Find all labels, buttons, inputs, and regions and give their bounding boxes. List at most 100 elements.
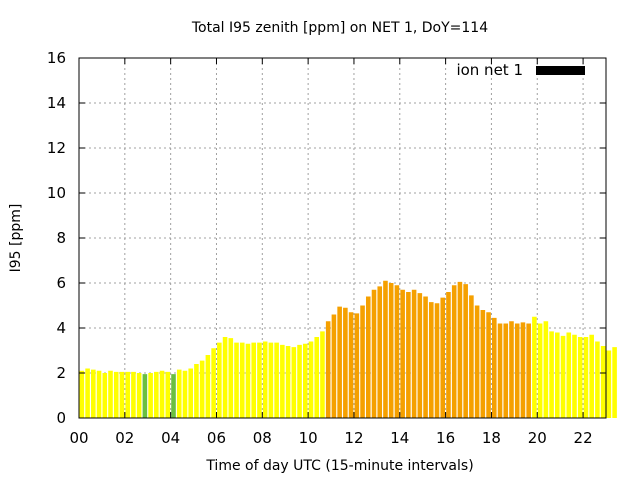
bar <box>577 337 583 418</box>
bar <box>377 286 383 418</box>
grid-lines <box>79 58 606 418</box>
bar <box>165 371 171 418</box>
bar <box>532 316 537 418</box>
bar <box>280 344 285 418</box>
bar <box>583 337 589 418</box>
x-tick-label: 22 <box>574 429 593 447</box>
bar <box>383 280 388 418</box>
x-tick-label: 04 <box>161 429 180 447</box>
y-tick-label: 6 <box>56 274 66 292</box>
bar <box>325 321 331 418</box>
bar <box>228 338 234 418</box>
bar <box>417 293 423 418</box>
y-axis-ticks: 0 2 4 6 8 10 12 14 16 <box>47 49 606 427</box>
bar <box>91 369 96 418</box>
bar <box>555 332 560 418</box>
bar <box>457 281 463 418</box>
bar <box>595 341 600 418</box>
bar <box>612 347 617 418</box>
bar <box>291 347 297 418</box>
bar <box>572 334 577 418</box>
bar <box>469 295 474 418</box>
x-axis-ticks: 00 02 04 06 08 10 12 14 16 18 20 22 <box>69 58 593 447</box>
bar <box>96 370 102 418</box>
bar <box>600 346 606 418</box>
bar <box>320 331 325 418</box>
x-tick-label: 12 <box>344 429 363 447</box>
bar <box>354 313 360 418</box>
bar <box>451 285 457 418</box>
bar <box>394 285 400 418</box>
bar <box>337 306 342 418</box>
y-tick-label: 0 <box>56 409 66 427</box>
bar <box>131 371 136 418</box>
bar <box>85 368 90 418</box>
bar <box>543 321 549 418</box>
bar <box>537 323 543 418</box>
bar <box>360 305 365 418</box>
bar <box>211 348 216 418</box>
bar <box>234 342 239 418</box>
bar <box>302 343 308 418</box>
y-tick-label: 12 <box>47 139 66 157</box>
x-tick-label: 00 <box>69 429 88 447</box>
y-axis-label: I95 [ppm] <box>8 204 24 273</box>
bar <box>589 334 594 418</box>
bar <box>446 292 451 418</box>
legend-swatch <box>536 66 585 75</box>
bar <box>348 312 354 418</box>
bar <box>125 371 130 418</box>
bar <box>365 296 371 418</box>
bar <box>480 310 486 418</box>
bar <box>509 321 514 418</box>
bar <box>79 370 85 418</box>
x-tick-label: 16 <box>436 429 455 447</box>
bar <box>343 307 348 418</box>
bar <box>388 283 394 418</box>
legend: ion net 1 <box>456 61 585 79</box>
y-tick-label: 16 <box>47 49 66 67</box>
bar <box>136 373 142 418</box>
bar <box>406 292 411 418</box>
bar <box>119 371 125 418</box>
bar <box>285 346 291 418</box>
bar <box>222 337 228 418</box>
bar <box>251 342 257 418</box>
bar <box>176 369 182 418</box>
x-tick-label: 18 <box>482 429 501 447</box>
bar <box>108 370 113 418</box>
x-tick-label: 08 <box>253 429 272 447</box>
bar <box>486 312 491 418</box>
bar <box>331 314 337 418</box>
bar <box>503 323 509 418</box>
bar <box>400 289 405 418</box>
bar <box>113 371 119 418</box>
legend-label: ion net 1 <box>456 61 523 79</box>
bar <box>514 323 520 418</box>
bar <box>171 374 176 418</box>
y-tick-label: 10 <box>47 184 66 202</box>
x-tick-label: 02 <box>115 429 134 447</box>
x-tick-label: 06 <box>207 429 226 447</box>
bar <box>428 302 434 418</box>
bar <box>566 332 572 418</box>
bar <box>371 289 377 418</box>
x-tick-label: 14 <box>390 429 409 447</box>
bar <box>440 297 446 418</box>
bar <box>274 342 279 418</box>
bar <box>239 342 245 418</box>
bar <box>492 317 497 418</box>
bar <box>199 360 205 418</box>
bar <box>268 342 274 418</box>
x-tick-label: 20 <box>528 429 547 447</box>
bar <box>497 323 503 418</box>
bar <box>148 373 153 418</box>
bar <box>411 289 417 418</box>
bar <box>308 341 314 418</box>
bar <box>423 296 428 418</box>
bars <box>79 280 617 418</box>
bar <box>154 371 159 418</box>
bar <box>606 350 612 418</box>
bar <box>257 342 262 418</box>
